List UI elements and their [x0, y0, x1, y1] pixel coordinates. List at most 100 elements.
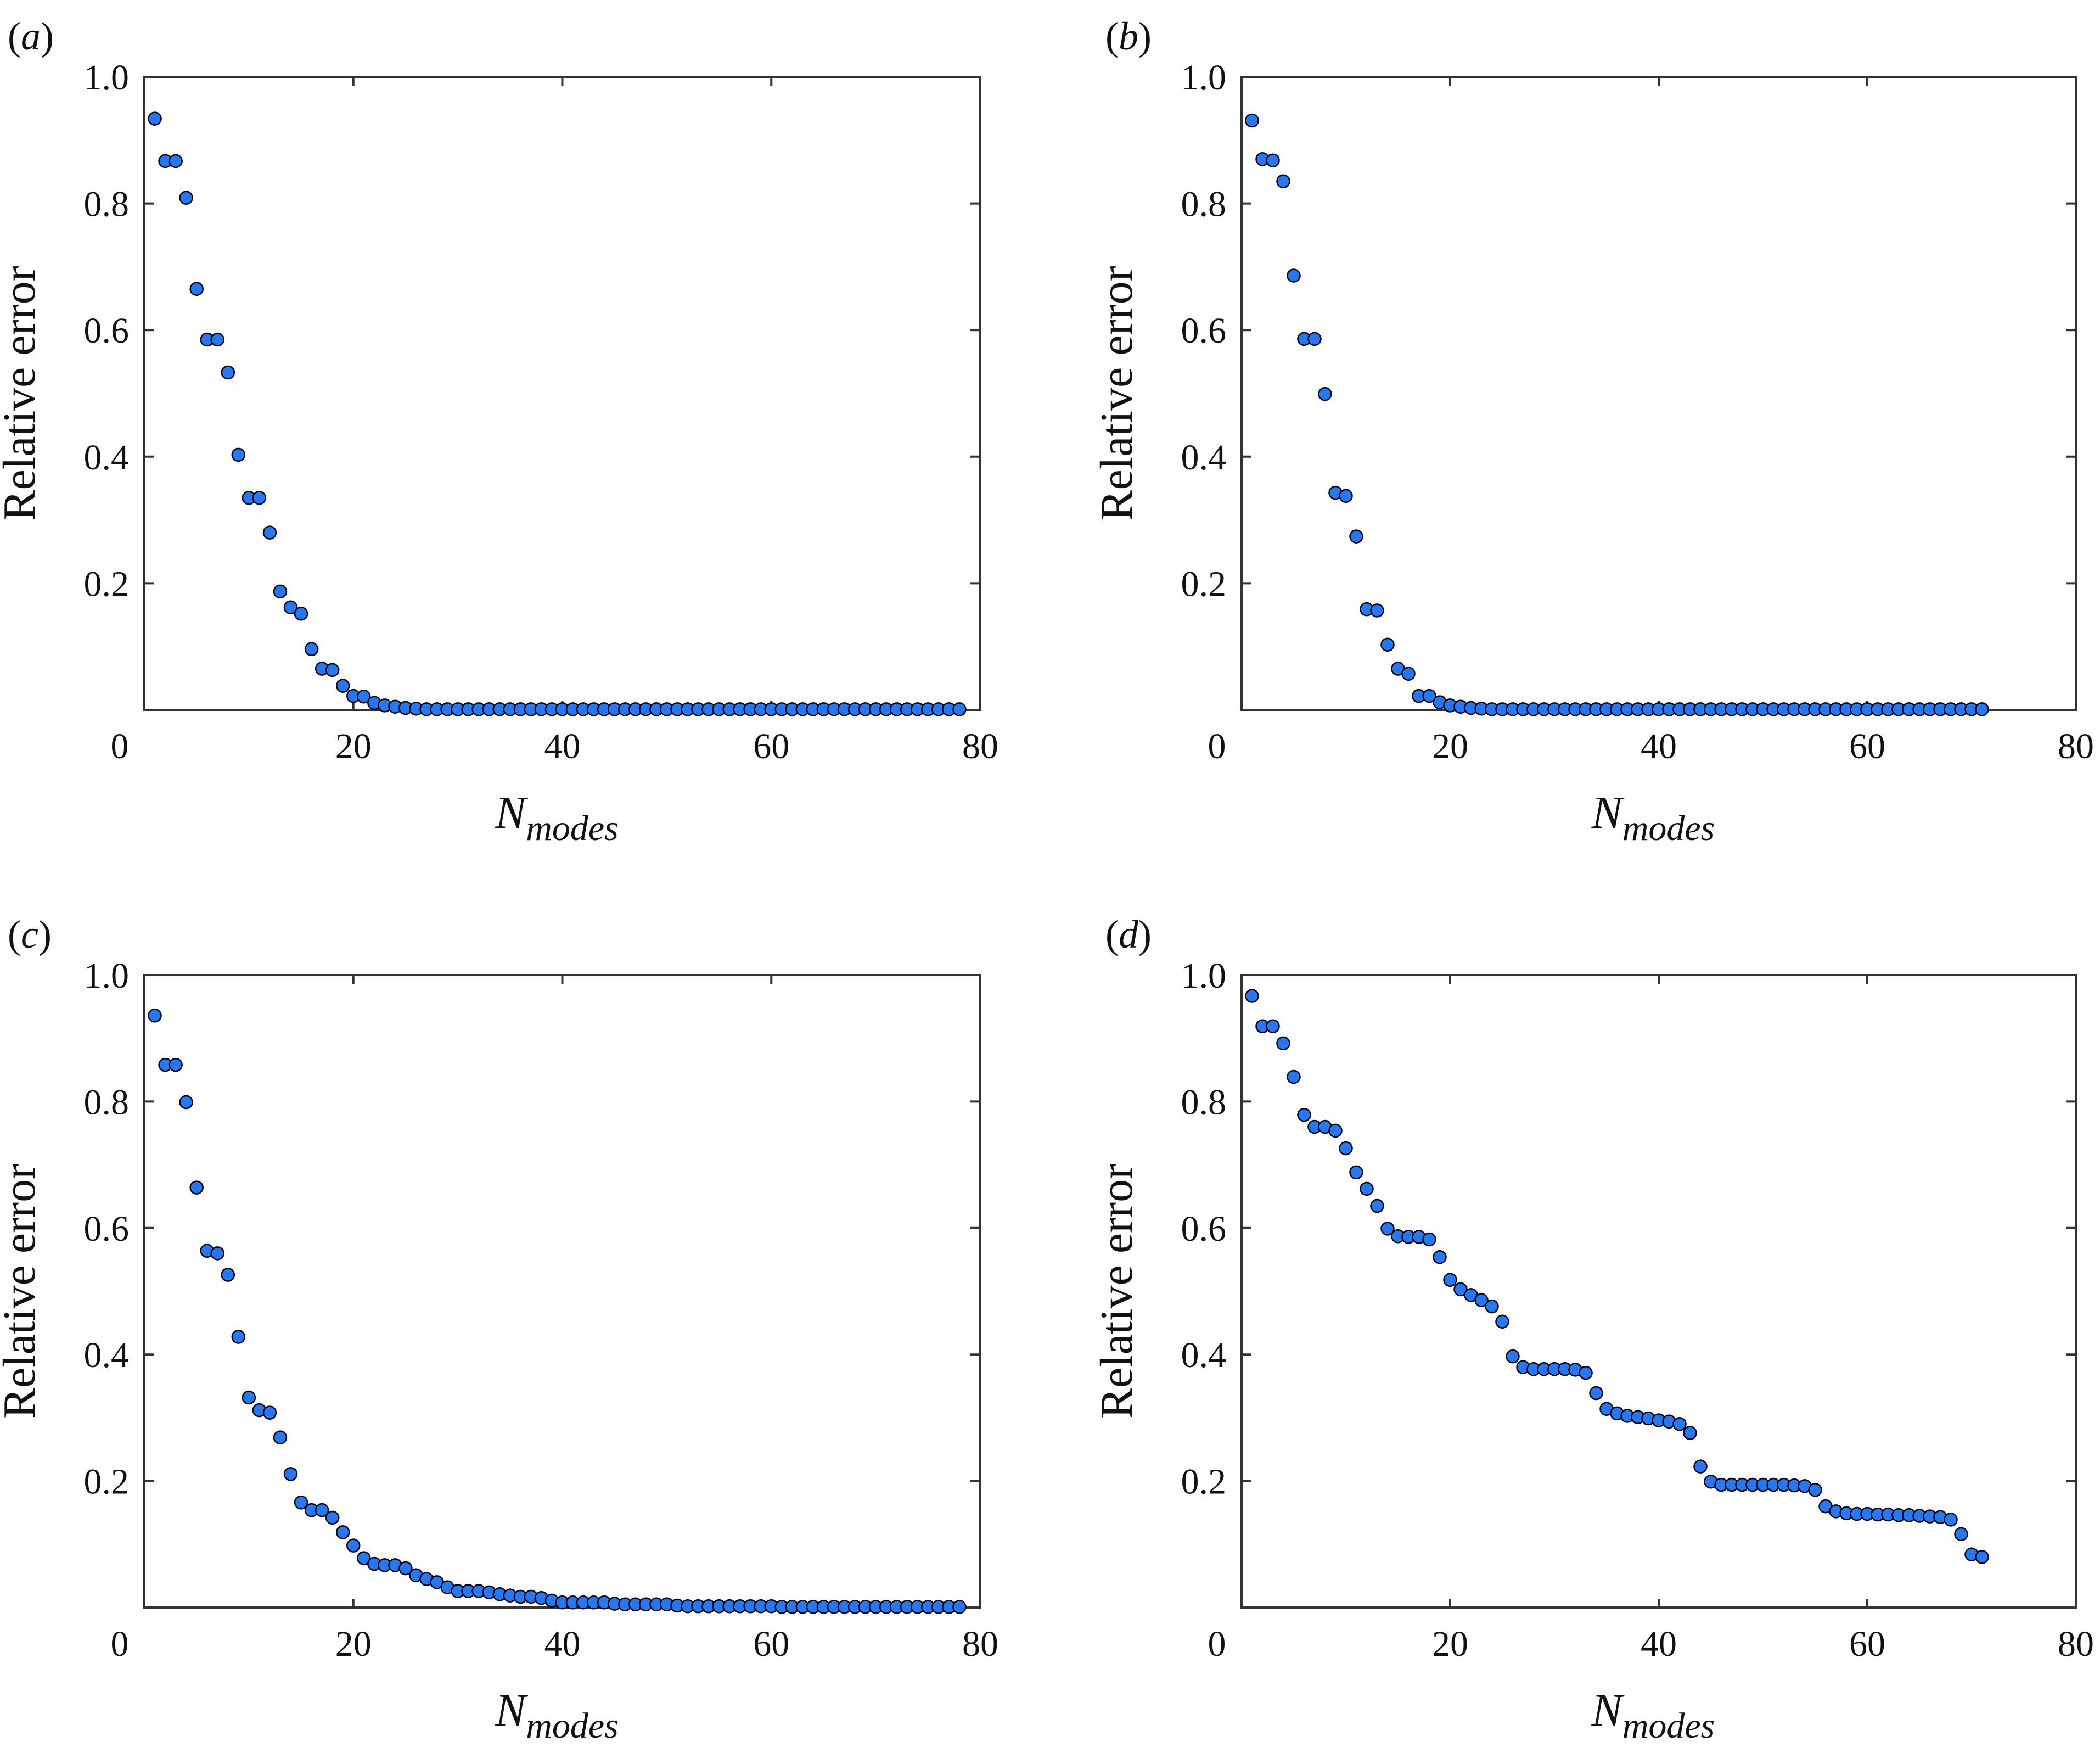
x-axis-label: Nmodes: [495, 1685, 619, 1746]
data-point: [1495, 1314, 1509, 1329]
data-point: [335, 679, 350, 693]
y-tick-label: 0.2: [84, 1462, 130, 1502]
y-tick-label: 0.2: [84, 564, 130, 604]
data-point: [169, 1057, 183, 1072]
panel-label: (d): [1105, 912, 1152, 956]
data-point: [1422, 688, 1436, 703]
data-point: [1297, 1107, 1311, 1122]
panel-letter: c: [21, 912, 38, 956]
data-point: [346, 1538, 361, 1553]
data-point: [1266, 1019, 1280, 1034]
data-point: [1349, 1165, 1363, 1180]
x-tick-label: 20: [1432, 726, 1468, 766]
data-point: [221, 365, 235, 380]
x-axis-label-subscript: modes: [526, 1706, 619, 1746]
panel-label: (c): [8, 912, 52, 956]
data-point: [1380, 1222, 1395, 1236]
data-point: [1944, 1513, 1958, 1527]
data-point: [1401, 667, 1416, 681]
data-point: [1683, 1426, 1697, 1440]
data-point: [1808, 1482, 1822, 1497]
x-tick-label: 80: [962, 726, 998, 766]
y-axis-label: Relative error: [0, 1164, 45, 1419]
panel-letter: d: [1119, 912, 1139, 956]
data-point: [1287, 1069, 1301, 1084]
data-point: [1307, 332, 1322, 346]
y-tick-label: 0.4: [84, 1335, 130, 1375]
x-axis-label-subscript: modes: [1622, 808, 1715, 848]
x-tick-label: 0: [1208, 1624, 1226, 1664]
y-axis-label: Relative error: [1091, 266, 1142, 520]
y-axis-label: Relative error: [0, 266, 45, 520]
data-point: [398, 1561, 413, 1576]
y-axis-label: Relative error: [1091, 1164, 1142, 1419]
data-point: [1485, 1299, 1499, 1314]
panel-label: (b): [1105, 14, 1152, 58]
data-point: [294, 1496, 308, 1510]
data-point: [189, 1180, 204, 1195]
data-point: [1339, 489, 1353, 503]
series-points: [148, 111, 967, 716]
y-tick-label: 0.6: [1181, 1209, 1227, 1249]
y-tick-label: 0.2: [1181, 564, 1227, 604]
y-tick-label: 0.6: [84, 311, 130, 351]
data-point: [1433, 1250, 1447, 1264]
x-axis-label-main: N: [495, 1685, 528, 1736]
x-tick-label: 60: [753, 726, 789, 766]
y-tick-label: 1.0: [1181, 58, 1227, 98]
data-point: [325, 663, 340, 677]
data-point: [952, 702, 967, 716]
x-tick-label: 40: [544, 726, 581, 766]
x-tick-label: 80: [962, 1624, 998, 1664]
panel-letter: a: [21, 14, 41, 58]
x-axis-label-main: N: [1591, 787, 1625, 838]
x-tick-label: 80: [2058, 1624, 2094, 1664]
panel-letter: b: [1119, 14, 1138, 58]
data-point: [1266, 153, 1280, 167]
data-point: [325, 1510, 340, 1525]
data-point: [1245, 989, 1259, 1003]
data-point: [179, 1095, 193, 1110]
data-point: [1287, 268, 1301, 283]
panel-d: (d) 0 20 40 60 80 0.2 0.4 0.6 0.8 1.0 Relative erro…: [1091, 912, 2094, 1746]
data-point: [262, 1405, 277, 1420]
series-points: [1245, 113, 1989, 716]
x-tick-label: 60: [1849, 1624, 1885, 1664]
data-point: [1693, 1459, 1708, 1474]
x-tick-label: 20: [1432, 1624, 1468, 1664]
data-point: [1975, 1550, 1989, 1564]
data-point: [283, 600, 298, 614]
x-tick-label: 60: [753, 1624, 789, 1664]
data-point: [952, 1600, 967, 1614]
data-point: [315, 1503, 329, 1517]
data-point: [221, 1268, 235, 1282]
data-point: [1589, 1386, 1603, 1401]
data-point: [1975, 702, 1989, 716]
data-point: [1954, 1527, 1968, 1542]
data-point: [148, 1008, 162, 1023]
data-point: [1318, 387, 1332, 401]
x-axis-label: Nmodes: [1591, 787, 1715, 848]
x-tick-label: 0: [111, 726, 129, 766]
x-tick-label: 60: [1849, 726, 1885, 766]
data-point: [189, 282, 204, 296]
data-point: [1328, 1123, 1343, 1138]
data-point: [231, 447, 246, 462]
y-tick-label: 0.6: [1181, 311, 1227, 351]
data-point: [148, 111, 162, 126]
axes-frame: [143, 974, 981, 1609]
x-tick-label: 40: [1641, 726, 1677, 766]
data-point: [1370, 1198, 1384, 1213]
data-point: [294, 606, 308, 621]
series-points: [148, 1008, 967, 1614]
series-points: [1245, 989, 1989, 1564]
y-tick-label: 0.8: [84, 1082, 130, 1122]
data-point: [1422, 1232, 1436, 1247]
data-point: [283, 1467, 298, 1481]
x-tick-label: 20: [335, 1624, 372, 1664]
data-point: [1349, 529, 1363, 544]
x-axis-label-main: N: [1591, 1685, 1625, 1736]
y-tick-label: 0.2: [1181, 1462, 1227, 1502]
data-point: [357, 1551, 371, 1565]
